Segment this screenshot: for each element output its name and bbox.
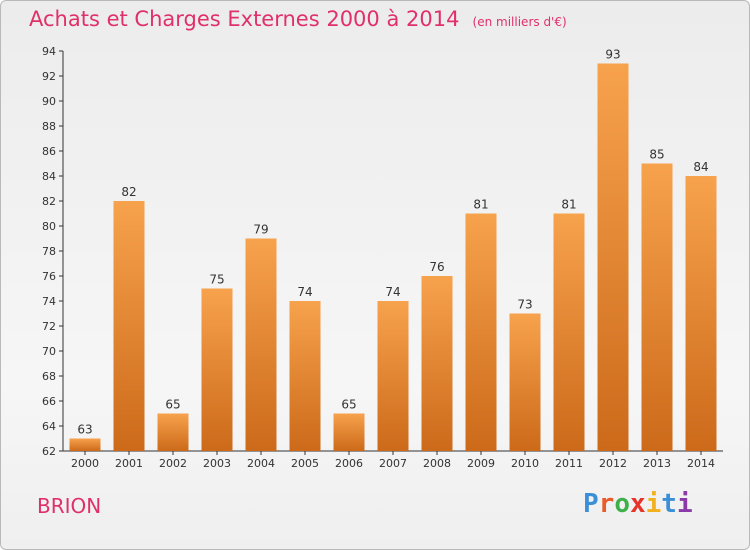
x-tick-label: 2014 (687, 457, 715, 470)
bar-2006 (333, 413, 365, 451)
x-tick-label: 2013 (643, 457, 671, 470)
bar-value-label: 93 (605, 48, 620, 62)
brand-letter: P (583, 489, 599, 519)
y-tick-label: 62 (42, 445, 56, 458)
y-tick-label: 66 (42, 395, 56, 408)
bar-value-label: 65 (341, 398, 356, 412)
y-tick-label: 84 (42, 170, 56, 183)
y-tick-label: 92 (42, 70, 56, 83)
bar-value-label: 63 (77, 423, 92, 437)
x-tick-label: 2011 (555, 457, 583, 470)
bar-value-label: 82 (121, 185, 136, 199)
x-tick-label: 2000 (71, 457, 99, 470)
x-tick-label: 2010 (511, 457, 539, 470)
chart-subtitle: (en milliers d'€) (472, 15, 567, 29)
proxiti-logo: Proxiti (583, 489, 693, 519)
y-tick-label: 64 (42, 420, 56, 433)
bar-value-label: 85 (649, 148, 664, 162)
bar-2011 (553, 213, 585, 451)
y-tick-label: 88 (42, 120, 56, 133)
y-tick-label: 78 (42, 245, 56, 258)
bar-value-label: 75 (209, 273, 224, 287)
bar-2004 (245, 238, 277, 451)
bar-value-label: 74 (297, 285, 312, 299)
bar-2012 (597, 63, 629, 451)
y-tick-label: 70 (42, 345, 56, 358)
bar-2005 (289, 301, 321, 451)
bar-2008 (421, 276, 453, 451)
bar-2007 (377, 301, 409, 451)
bar-value-label: 74 (385, 285, 400, 299)
y-tick-label: 72 (42, 320, 56, 333)
bar-value-label: 81 (473, 198, 488, 212)
brand-letter: x (629, 489, 646, 519)
brand-letter: i (676, 489, 693, 519)
bar-2009 (465, 213, 497, 451)
bar-2013 (641, 163, 673, 451)
brand-letter: i (645, 489, 662, 519)
bar-2002 (157, 413, 189, 451)
x-tick-label: 2007 (379, 457, 407, 470)
y-tick-label: 86 (42, 145, 56, 158)
brand-letter: o (614, 489, 630, 519)
bar-value-label: 84 (693, 160, 708, 174)
y-tick-label: 82 (42, 195, 56, 208)
bar-value-label: 79 (253, 223, 268, 237)
x-tick-label: 2009 (467, 457, 495, 470)
y-tick-label: 74 (42, 295, 56, 308)
x-tick-label: 2012 (599, 457, 627, 470)
x-tick-label: 2002 (159, 457, 187, 470)
bar-2003 (201, 288, 233, 451)
axes: 62 64 66 68 70 72 74 76 78 80 82 84 86 88 90 92 94 2000 20… (42, 45, 723, 470)
x-tick-label: 2003 (203, 457, 231, 470)
x-tick-label: 2004 (247, 457, 275, 470)
bar-value-label: 81 (561, 198, 576, 212)
y-tick-label: 76 (42, 270, 56, 283)
brand-letter: r (598, 489, 615, 519)
bar-value-label: 73 (517, 298, 532, 312)
y-tick-label: 90 (42, 95, 56, 108)
bar-2010 (509, 313, 541, 451)
bar-2001 (113, 201, 145, 451)
x-tick-label: 2008 (423, 457, 451, 470)
y-tick-label: 94 (42, 45, 56, 58)
y-tick-label: 80 (42, 220, 56, 233)
title-row: Achats et Charges Externes 2000 à 2014 (… (29, 7, 567, 31)
place-name: BRION (37, 494, 102, 518)
bar-2014 (685, 176, 717, 451)
bars (69, 63, 717, 451)
y-tick-label: 68 (42, 370, 56, 383)
x-tick-label: 2006 (335, 457, 363, 470)
x-tick-label: 2001 (115, 457, 143, 470)
bar-value-label: 76 (429, 260, 444, 274)
bar-value-label: 65 (165, 398, 180, 412)
data-labels: 63 82 65 75 79 74 65 74 76 81 73 81 93 85 84 (77, 48, 708, 437)
x-tick-label: 2005 (291, 457, 319, 470)
brand-letter: t (661, 489, 677, 519)
bar-2000 (69, 438, 101, 451)
chart-title: Achats et Charges Externes 2000 à 2014 (29, 7, 460, 31)
